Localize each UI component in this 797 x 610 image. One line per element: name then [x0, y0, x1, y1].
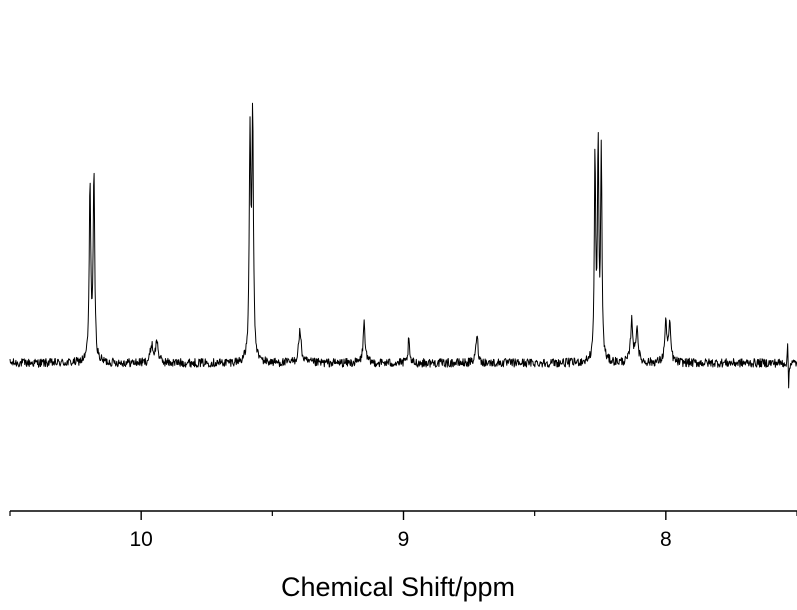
plot-area	[9, 102, 797, 389]
spectrum-series-line	[9, 102, 797, 389]
x-tick-label: 8	[660, 528, 672, 551]
x-tick-label: 9	[398, 528, 410, 551]
x-axis-title: Chemical Shift/ppm	[281, 572, 515, 602]
x-ticks	[9, 511, 797, 520]
x-tick-labels: 10 9 8	[129, 528, 671, 551]
x-tick-label: 10	[129, 528, 152, 551]
x-axis: 10 9 8	[9, 510, 797, 551]
